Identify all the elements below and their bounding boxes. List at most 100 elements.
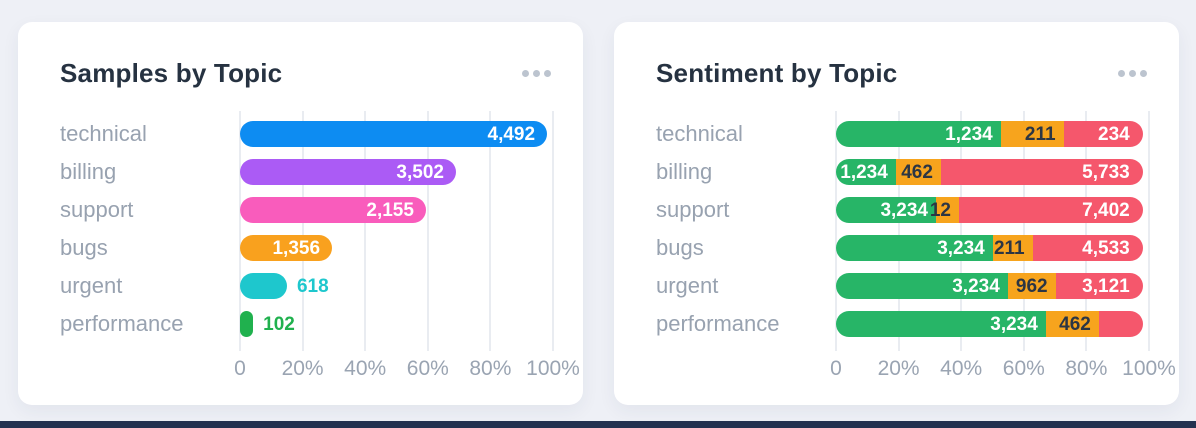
segment-value: 5,733 <box>1082 161 1130 183</box>
category-label: technical <box>60 121 147 146</box>
segment-value: 3,234 <box>990 313 1038 335</box>
x-axis: 0 20% 40% 60% 80% 100% <box>830 357 1176 385</box>
segment-orange[interactable]: 12 <box>930 197 959 223</box>
segment-value: 7,402 <box>1082 199 1130 221</box>
card-title: Sentiment by Topic <box>656 58 898 88</box>
axis-tick: 60% <box>406 357 449 380</box>
stacked-bar-technical[interactable]: 1,234 211 234 <box>836 121 1143 147</box>
category-label: billing <box>656 159 713 184</box>
stacked-bar-row: performance 3,234 462 <box>656 305 1149 343</box>
sentiment-by-topic-card: Sentiment by Topic technical 1,234 211 2… <box>614 22 1179 405</box>
bar-urgent[interactable] <box>240 273 287 299</box>
segment-value: 3,234 <box>880 199 928 221</box>
segment-value: 462 <box>901 161 933 183</box>
category-label: technical <box>656 121 743 146</box>
bar-value: 4,492 <box>487 123 536 145</box>
category-label: performance <box>60 311 184 336</box>
ellipsis-icon <box>1118 70 1147 77</box>
segment-orange[interactable]: 962 <box>1007 273 1056 299</box>
axis-tick: 20% <box>877 357 920 380</box>
segment-green[interactable]: 1,234 <box>836 121 1001 147</box>
category-label: urgent <box>60 273 123 298</box>
card-header: Sentiment by Topic <box>656 58 1149 89</box>
axis-tick: 0 <box>830 357 842 380</box>
segment-green[interactable]: 3,234 <box>836 235 993 261</box>
bar-row: bugs 1,356 <box>60 229 553 267</box>
bottom-edge-bar <box>0 421 1196 428</box>
axis-tick: 100% <box>526 357 580 380</box>
axis-tick: 80% <box>469 357 512 380</box>
segment-value: 12 <box>929 199 951 221</box>
bar-value: 618 <box>296 275 329 297</box>
segment-green[interactable]: 3,234 <box>836 197 936 223</box>
stacked-bar-row: technical 1,234 211 234 <box>656 115 1149 153</box>
bar-row: performance 102 <box>60 305 553 343</box>
category-label: support <box>656 197 730 222</box>
bar-billing[interactable]: 3,502 <box>240 159 456 185</box>
segment-red[interactable]: 234 <box>1063 121 1143 147</box>
samples-by-topic-card: Samples by Topic technical 4,492 billing… <box>18 22 583 405</box>
bar-performance[interactable] <box>240 311 254 337</box>
bar-bugs[interactable]: 1,356 <box>240 235 333 261</box>
segment-green[interactable]: 3,234 <box>836 273 1008 299</box>
segment-value: 211 <box>1024 123 1056 145</box>
segment-orange[interactable]: 211 <box>992 235 1033 261</box>
samples-chart: technical 4,492 billing 3,502 support 2,… <box>60 111 554 351</box>
category-label: urgent <box>656 273 719 298</box>
card-menu-button[interactable] <box>1116 64 1149 83</box>
segment-value: 962 <box>1015 275 1048 297</box>
ellipsis-icon <box>522 70 551 77</box>
segment-value: 3,121 <box>1082 275 1130 297</box>
card-title: Samples by Topic <box>60 58 283 88</box>
segment-value: 1,234 <box>840 161 888 183</box>
gridlines <box>835 111 1150 351</box>
axis-tick: 60% <box>1002 357 1045 380</box>
sentiment-chart: technical 1,234 211 234 billing 1,234 <box>656 111 1150 351</box>
segment-orange[interactable]: 462 <box>1045 311 1099 337</box>
axis-tick: 80% <box>1065 357 1108 380</box>
segment-value: 3,234 <box>952 275 1000 297</box>
segment-value: 1,234 <box>945 123 993 145</box>
segment-value: 234 <box>1098 123 1130 145</box>
stacked-bar-row: support 3,234 12 7,402 <box>656 191 1149 229</box>
axis-tick: 0 <box>234 357 246 380</box>
stacked-bar-bugs[interactable]: 3,234 211 4,533 <box>836 235 1143 261</box>
bar-support[interactable]: 2,155 <box>240 197 426 223</box>
stacked-bar-urgent[interactable]: 3,234 962 3,121 <box>836 273 1143 299</box>
segment-red[interactable]: 7,402 <box>958 197 1143 223</box>
bar-row: support 2,155 <box>60 191 553 229</box>
segment-value: 4,533 <box>1082 237 1130 259</box>
axis-tick: 20% <box>281 357 324 380</box>
segment-red[interactable] <box>1098 311 1143 337</box>
bar-row: technical 4,492 <box>60 115 553 153</box>
segment-orange[interactable]: 462 <box>895 159 941 185</box>
axis-tick: 40% <box>940 357 983 380</box>
stacked-bar-row: billing 1,234 462 5,733 <box>656 153 1149 191</box>
stacked-bar-support[interactable]: 3,234 12 7,402 <box>836 197 1143 223</box>
category-label: performance <box>656 311 780 336</box>
category-label: bugs <box>60 235 108 260</box>
card-menu-button[interactable] <box>520 64 553 83</box>
category-label: bugs <box>656 235 704 260</box>
bar-technical[interactable]: 4,492 <box>240 121 548 147</box>
stacked-bar-row: bugs 3,234 211 4,533 <box>656 229 1149 267</box>
stacked-bar-row: urgent 3,234 962 3,121 <box>656 267 1149 305</box>
category-label: billing <box>60 159 117 184</box>
bar-value: 3,502 <box>396 161 444 183</box>
category-label: support <box>60 197 134 222</box>
axis-tick: 40% <box>344 357 387 380</box>
segment-orange[interactable]: 211 <box>1000 121 1064 147</box>
segment-red[interactable]: 4,533 <box>1032 235 1143 261</box>
stacked-bar-performance[interactable]: 3,234 462 <box>836 311 1143 337</box>
stacked-bar-billing[interactable]: 1,234 462 5,733 <box>836 159 1143 185</box>
bar-row: billing 3,502 <box>60 153 553 191</box>
segment-red[interactable]: 3,121 <box>1055 273 1143 299</box>
axis-tick: 100% <box>1122 357 1176 380</box>
segment-red[interactable]: 5,733 <box>940 159 1143 185</box>
segment-green[interactable]: 3,234 <box>836 311 1046 337</box>
segment-green[interactable]: 1,234 <box>836 159 896 185</box>
card-header: Samples by Topic <box>60 58 553 89</box>
x-axis: 0 20% 40% 60% 80% 100% <box>234 357 580 385</box>
bar-row: urgent 618 <box>60 267 553 305</box>
